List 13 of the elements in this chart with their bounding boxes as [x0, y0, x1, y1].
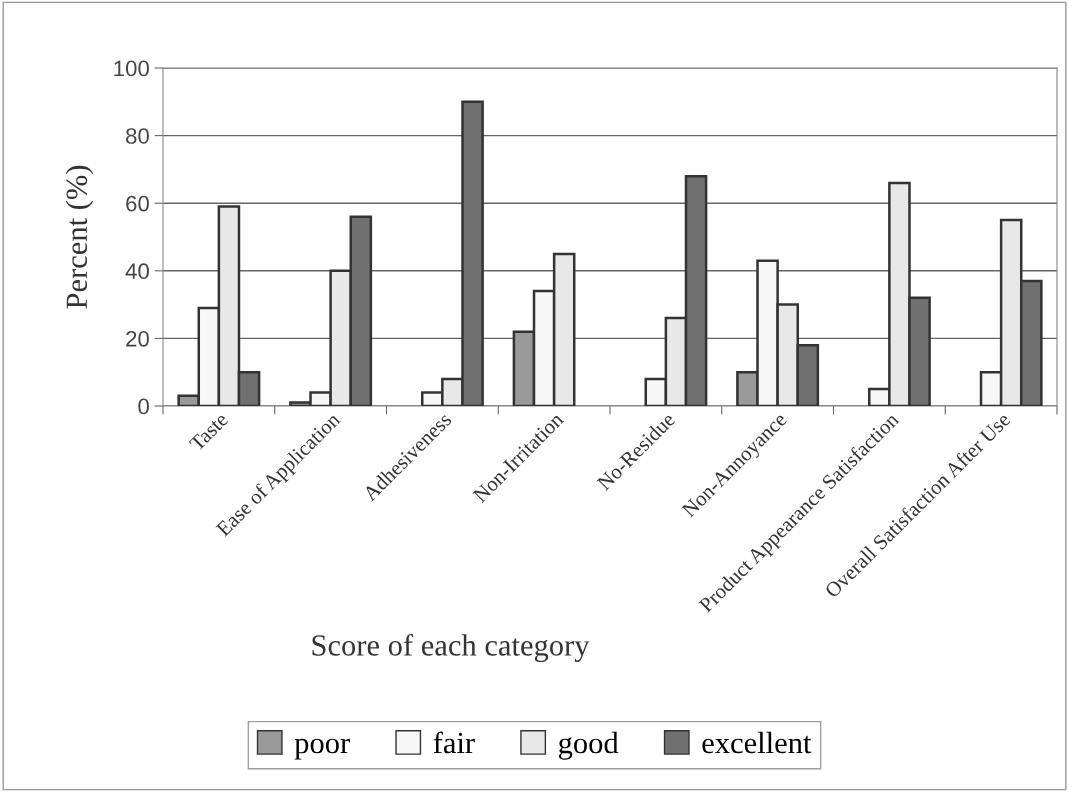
- y-axis-title: Percent (%): [65, 165, 94, 309]
- y-tick-label: 100: [114, 60, 149, 77]
- legend-label: poor: [294, 738, 350, 760]
- x-axis-title: Score of each category: [312, 633, 590, 663]
- y-tick-label: 60: [126, 195, 149, 212]
- y-tick-label: 0: [138, 398, 149, 415]
- x-tick-label: Taste: [188, 411, 229, 452]
- y-tick-label: 20: [126, 330, 149, 347]
- legend-label: fair: [433, 731, 475, 754]
- y-tick-label: 80: [126, 128, 149, 144]
- legend-label: good: [558, 731, 619, 760]
- legend-label: excellent: [702, 731, 812, 754]
- y-tick-label: 40: [125, 263, 149, 280]
